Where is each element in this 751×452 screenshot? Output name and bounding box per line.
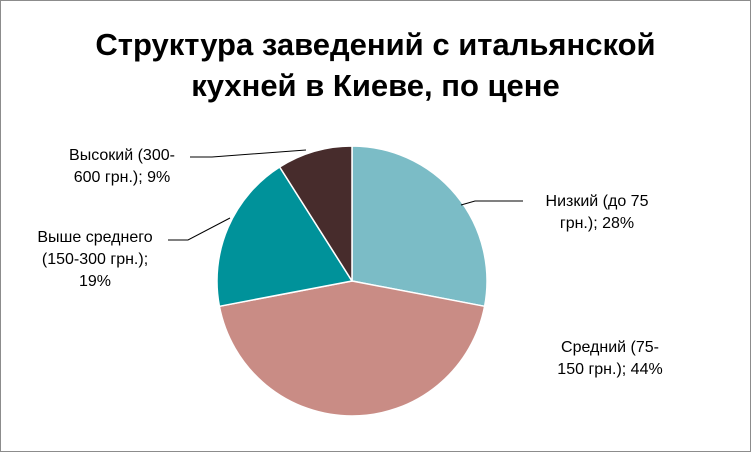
data-label-2-line-2: 150 грн.); 44% — [557, 361, 662, 378]
data-label-2: Средний (75- 150 грн.); 44% — [557, 339, 662, 378]
data-label-4-line-2: 600 грн.); 9% — [74, 169, 171, 186]
data-label-3-line-2: (150-300 грн.); — [42, 251, 148, 268]
data-label-4: Высокий (300- 600 грн.); 9% — [69, 147, 175, 186]
data-labels: Низкий (до 75 грн.); 28% Средний (75- 150 г… — [37, 147, 662, 378]
pie-slice-2 — [218, 280, 486, 417]
data-label-1-line-1: Низкий (до 75 — [546, 193, 649, 210]
leader-line-3 — [168, 217, 231, 241]
data-label-4-line-1: Высокий (300- — [69, 147, 175, 164]
data-label-2-line-1: Средний (75- — [561, 339, 659, 356]
pie-slices — [216, 145, 488, 417]
data-label-1-line-2: грн.); 28% — [560, 215, 634, 232]
data-label-3-line-3: 19% — [79, 273, 111, 290]
data-label-3: Выше среднего (150-300 грн.); 19% — [37, 229, 152, 290]
leader-line-1 — [460, 200, 523, 206]
chart-title: Структура заведений с итальянской кухней… — [40, 24, 711, 106]
leader-lines — [168, 149, 523, 241]
chart-title-line-1: Структура заведений с итальянской — [95, 27, 656, 62]
pie-slice-1 — [351, 145, 488, 308]
pie-slice-3 — [216, 166, 353, 308]
leader-line-4 — [190, 149, 307, 158]
pie-slice-4 — [278, 145, 353, 282]
chart-title-line-2: кухней в Киеве, по цене — [191, 68, 560, 103]
data-label-1: Низкий (до 75 грн.); 28% — [546, 193, 649, 232]
data-label-3-line-1: Выше среднего — [37, 229, 152, 246]
